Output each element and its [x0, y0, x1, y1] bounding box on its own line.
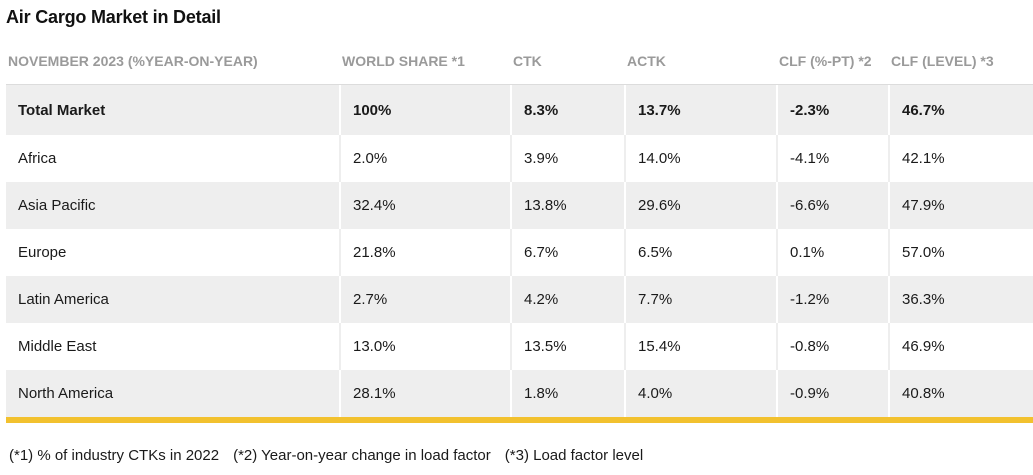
- column-header-clf-pt: CLF (%-PT) *2: [779, 52, 872, 69]
- clf-pt-cell: -1.2%: [776, 276, 888, 323]
- table-row-total-market: Total Market 100% 8.3% 13.7% -2.3% 46.7%: [6, 85, 1033, 135]
- actk-cell: 6.5%: [624, 229, 776, 276]
- header-divider: [6, 84, 1033, 85]
- region-cell: Middle East: [18, 338, 97, 355]
- world-share-cell: 13.0%: [339, 323, 510, 370]
- column-header-actk: ACTK: [627, 52, 666, 69]
- table-row: Asia Pacific 32.4% 13.8% 29.6% -6.6% 47.…: [6, 182, 1033, 229]
- region-cell: Latin America: [18, 291, 109, 308]
- clf-level-cell: 47.9%: [888, 182, 1009, 229]
- clf-level-cell: 57.0%: [888, 229, 1009, 276]
- column-header-world-share: WORLD SHARE *1: [342, 52, 465, 69]
- world-share-cell: 2.7%: [339, 276, 510, 323]
- world-share-cell: 100%: [339, 85, 510, 135]
- footnotes: (*1) % of industry CTKs in 2022 (*2) Yea…: [9, 447, 643, 464]
- table-row: Latin America 2.7% 4.2% 7.7% -1.2% 36.3%: [6, 276, 1033, 323]
- footnote-1: (*1) % of industry CTKs in 2022: [9, 447, 220, 464]
- region-cell: Africa: [18, 150, 57, 167]
- actk-cell: 29.6%: [624, 182, 776, 229]
- clf-level-cell: 46.9%: [888, 323, 1009, 370]
- actk-cell: 15.4%: [624, 323, 776, 370]
- clf-pt-cell: -0.8%: [776, 323, 888, 370]
- region-cell: North America: [18, 385, 114, 402]
- column-header-region: NOVEMBER 2023 (%YEAR-ON-YEAR): [8, 52, 258, 69]
- table-row: North America 28.1% 1.8% 4.0% -0.9% 40.8…: [6, 370, 1033, 417]
- actk-cell: 14.0%: [624, 135, 776, 182]
- clf-level-cell: 46.7%: [888, 85, 1009, 135]
- region-cell: Asia Pacific: [18, 197, 96, 214]
- actk-cell: 13.7%: [624, 85, 776, 135]
- ctk-cell: 8.3%: [510, 85, 624, 135]
- table-row: Europe 21.8% 6.7% 6.5% 0.1% 57.0%: [6, 229, 1033, 276]
- ctk-cell: 13.5%: [510, 323, 624, 370]
- footnote-2: (*2) Year-on-year change in load factor: [233, 447, 491, 464]
- footnote-3: (*3) Load factor level: [504, 447, 644, 464]
- clf-level-cell: 36.3%: [888, 276, 1009, 323]
- ctk-cell: 3.9%: [510, 135, 624, 182]
- region-cell: Europe: [18, 244, 67, 261]
- air-cargo-table: NOVEMBER 2023 (%YEAR-ON-YEAR) WORLD SHAR…: [6, 44, 1033, 423]
- table-row: Africa 2.0% 3.9% 14.0% -4.1% 42.1%: [6, 135, 1033, 182]
- clf-pt-cell: -6.6%: [776, 182, 888, 229]
- clf-pt-cell: -0.9%: [776, 370, 888, 417]
- world-share-cell: 2.0%: [339, 135, 510, 182]
- clf-pt-cell: -2.3%: [776, 85, 888, 135]
- actk-cell: 7.7%: [624, 276, 776, 323]
- page-title: Air Cargo Market in Detail: [6, 7, 221, 27]
- clf-level-cell: 40.8%: [888, 370, 1009, 417]
- column-header-clf-level: CLF (LEVEL) *3: [891, 52, 994, 69]
- ctk-cell: 13.8%: [510, 182, 624, 229]
- world-share-cell: 32.4%: [339, 182, 510, 229]
- table-row: Middle East 13.0% 13.5% 15.4% -0.8% 46.9…: [6, 323, 1033, 370]
- actk-cell: 4.0%: [624, 370, 776, 417]
- column-header-ctk: CTK: [513, 52, 542, 69]
- table-header-row: NOVEMBER 2023 (%YEAR-ON-YEAR) WORLD SHAR…: [6, 44, 1033, 76]
- world-share-cell: 28.1%: [339, 370, 510, 417]
- world-share-cell: 21.8%: [339, 229, 510, 276]
- clf-pt-cell: 0.1%: [776, 229, 888, 276]
- clf-level-cell: 42.1%: [888, 135, 1009, 182]
- clf-pt-cell: -4.1%: [776, 135, 888, 182]
- accent-rule: [6, 417, 1033, 423]
- ctk-cell: 4.2%: [510, 276, 624, 323]
- ctk-cell: 6.7%: [510, 229, 624, 276]
- ctk-cell: 1.8%: [510, 370, 624, 417]
- region-cell: Total Market: [18, 101, 106, 119]
